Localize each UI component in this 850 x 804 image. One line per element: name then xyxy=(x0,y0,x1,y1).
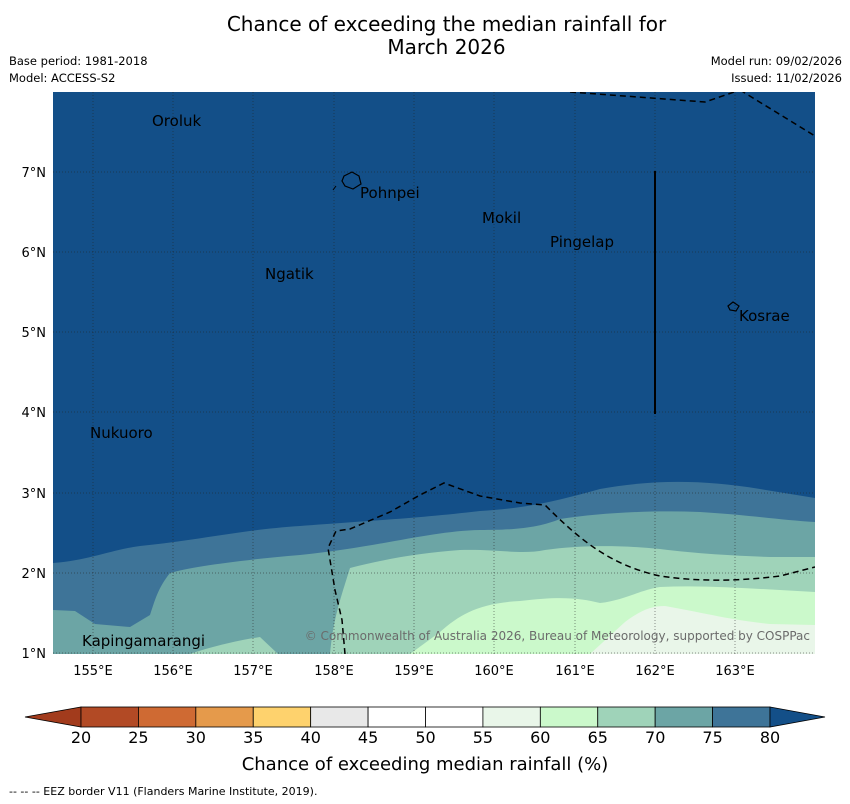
colorbar-tick: 80 xyxy=(759,728,781,747)
base-period-label: Base period: 1981-2018 xyxy=(9,54,148,68)
pohnpei-island xyxy=(341,171,362,190)
lon-tick-label: 161°E xyxy=(555,664,595,679)
colorbar-tick: 55 xyxy=(472,728,494,747)
lon-tick-label: 162°E xyxy=(635,664,675,679)
lon-tick-label: 158°E xyxy=(314,664,354,679)
colorbar-cells xyxy=(80,706,771,728)
chart-title: Chance of exceeding the median rainfall … xyxy=(0,13,850,59)
colorbar-cell xyxy=(367,706,426,728)
colorbar-tick: 25 xyxy=(128,728,149,747)
lat-tick-label: 6°N xyxy=(22,246,47,261)
colorbar-tick: 35 xyxy=(243,728,264,747)
title-line-2: March 2026 xyxy=(387,35,506,59)
lat-tick-label: 5°N xyxy=(22,326,47,341)
band-55-60 xyxy=(590,606,815,654)
colorbar-title: Chance of exceeding median rainfall (%) xyxy=(241,754,609,775)
lat-tick-label: 4°N xyxy=(22,406,47,421)
place-label: Ngatik xyxy=(265,265,314,283)
colorbar-tick: 45 xyxy=(357,728,379,747)
issued-label: Issued: 11/02/2026 xyxy=(731,71,842,85)
colorbar-tick: 30 xyxy=(185,728,206,747)
meta-right: Model run: 09/02/2026 Issued: 11/02/2026 xyxy=(711,53,842,87)
place-label: Pohnpei xyxy=(360,184,420,202)
colorbar-cell xyxy=(310,706,369,728)
eez-footnote: -- -- -- EEZ border V11 (Flanders Marine… xyxy=(9,785,318,798)
colorbar-cell xyxy=(80,706,139,728)
title-line-1: Chance of exceeding the median rainfall … xyxy=(226,12,667,36)
lon-tick-label: 157°E xyxy=(233,664,273,679)
lon-tick-label: 159°E xyxy=(394,664,434,679)
copyright-text: © Commonwealth of Australia 2026, Bureau… xyxy=(305,629,810,643)
place-label: Oroluk xyxy=(152,112,201,130)
ant-atoll xyxy=(332,185,337,191)
colorbar-under-arrow xyxy=(24,706,82,728)
colorbar-cell xyxy=(654,706,713,728)
colorbar-tick: 65 xyxy=(587,728,608,747)
lon-ticks: 155°E 156°E 157°E 158°E 159°E 160°E 161°… xyxy=(73,664,755,679)
lon-tick-label: 155°E xyxy=(73,664,113,679)
place-label: Pingelap xyxy=(550,233,614,251)
lon-tick-label: 163°E xyxy=(715,664,755,679)
colorbar-cell xyxy=(712,706,771,728)
colorbar-cell xyxy=(482,706,541,728)
colorbar-over-arrow xyxy=(769,706,826,728)
colorbar-tick: 50 xyxy=(415,728,436,747)
eez-borders xyxy=(327,92,815,654)
place-label: Mokil xyxy=(482,209,521,227)
lon-tick-label: 160°E xyxy=(474,664,514,679)
colorbar-tick: 70 xyxy=(645,728,666,747)
lon-tick-label: 156°E xyxy=(153,664,193,679)
lat-tick-label: 2°N xyxy=(22,567,47,582)
kosrae-island xyxy=(727,301,740,312)
place-label: Kosrae xyxy=(739,307,790,325)
colorbar-cell xyxy=(252,706,312,728)
model-run-label: Model run: 09/02/2026 xyxy=(710,54,842,68)
colorbar xyxy=(24,706,826,728)
meta-left: Base period: 1981-2018 Model: ACCESS-S2 xyxy=(9,53,148,87)
colorbar-tick: 20 xyxy=(70,728,92,747)
lat-tick-label: 3°N xyxy=(22,487,47,502)
map-area: Oroluk Pohnpei Mokil Pingelap Ngatik Kos… xyxy=(53,92,815,654)
colorbar-tick: 40 xyxy=(300,728,321,747)
lat-ticks: 7°N 6°N 5°N 4°N 3°N 2°N 1°N xyxy=(22,166,47,662)
lat-tick-label: 1°N xyxy=(22,647,47,662)
colorbar-tick: 75 xyxy=(702,728,723,747)
place-label: Nukuoro xyxy=(90,424,153,442)
lat-tick-label: 7°N xyxy=(22,166,47,181)
model-label: Model: ACCESS-S2 xyxy=(9,71,116,85)
place-label: Kapingamarangi xyxy=(82,632,205,650)
colorbar-cell xyxy=(597,706,656,728)
colorbar-cell xyxy=(539,706,599,728)
colorbar-cell xyxy=(425,706,484,728)
gridlines xyxy=(53,92,815,654)
colorbar-cell xyxy=(195,706,254,728)
colorbar-cell xyxy=(138,706,197,728)
colorbar-tick: 60 xyxy=(530,728,551,747)
